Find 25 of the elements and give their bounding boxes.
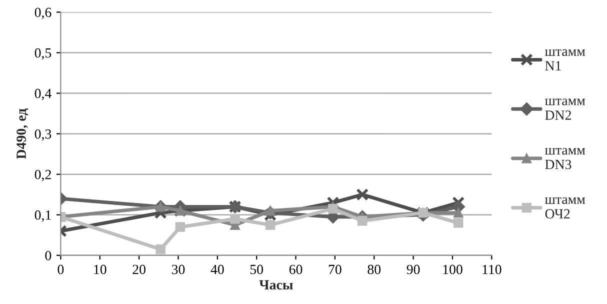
x-tick-label: 100	[443, 264, 462, 274]
legend-label: штамм N1	[544, 49, 586, 70]
y-tick-label: 0,5	[34, 48, 52, 60]
x-tick-label: 110	[482, 264, 502, 274]
x-tick-label: 20	[132, 264, 146, 274]
y-tick-label: 0,1	[34, 210, 51, 222]
x-tick-label: 60	[289, 264, 302, 274]
x-tick-label: 40	[210, 264, 224, 274]
legend-label: штамм DN3	[544, 148, 586, 170]
x-tick-label: 0	[58, 264, 64, 274]
y-tick-label: 0,2	[34, 170, 51, 182]
y-tick-label: 0,6	[34, 8, 52, 20]
x-tick-label: 10	[94, 264, 106, 274]
x-axis-title: Часы	[259, 280, 293, 290]
legend-label: штамм DN2	[544, 98, 586, 120]
legend-label: штамм ОЧ2	[544, 197, 586, 219]
y-axis-title: D490, ед	[16, 108, 28, 159]
x-tick-label: 70	[328, 264, 342, 274]
x-tick-label: 30	[172, 264, 185, 274]
y-tick-label: 0,4	[34, 88, 52, 100]
x-tick-label: 90	[406, 264, 420, 274]
x-tick-label: 80	[368, 264, 381, 274]
y-tick-label: 0	[45, 250, 52, 260]
x-tick-label: 50	[250, 264, 264, 274]
y-tick-label: 0,3	[34, 129, 52, 141]
